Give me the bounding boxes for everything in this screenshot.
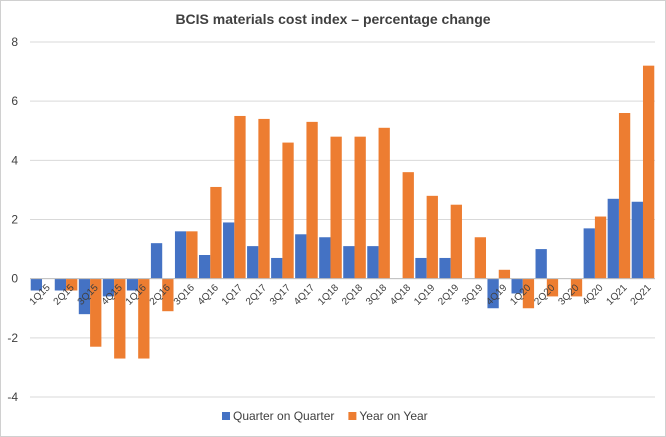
bar-quarter-on-quarter (343, 246, 355, 279)
bar-quarter-on-quarter (102, 278, 115, 297)
bar-year-on-year (114, 278, 126, 359)
y-tick-label: 2 (11, 213, 18, 227)
bar-quarter-on-quarter (30, 278, 43, 291)
bar-quarter-on-quarter (247, 246, 259, 279)
bar-quarter-on-quarter (271, 257, 283, 279)
x-tick-label: 3Q17 (268, 282, 293, 307)
bar-quarter-on-quarter (223, 222, 235, 279)
bar-quarter-on-quarter (367, 246, 379, 279)
bar-year-on-year (90, 278, 102, 347)
bar-year-on-year (138, 278, 150, 359)
x-tick-label: 1Q18 (316, 282, 341, 307)
x-tick-label: 4Q16 (196, 282, 221, 307)
bar-quarter-on-quarter (150, 243, 163, 279)
legend-label: Year on Year (359, 409, 427, 423)
y-tick-label: 8 (11, 35, 18, 49)
x-tick-label: 1Q19 (412, 282, 437, 307)
gridlines (30, 41, 655, 398)
bar-year-on-year (402, 172, 414, 279)
bar-year-on-year (426, 195, 438, 279)
bar-quarter-on-quarter (487, 278, 499, 309)
bar-year-on-year (306, 121, 318, 279)
bar-year-on-year (234, 115, 246, 279)
bar-year-on-year (354, 136, 366, 279)
x-tick-label: 4Q18 (388, 282, 413, 307)
x-tick-label: 1Q21 (605, 282, 630, 307)
y-tick-label: -2 (7, 331, 18, 345)
x-tick-label: 4Q17 (292, 282, 317, 307)
x-tick-label: 4Q20 (580, 282, 605, 307)
bar-year-on-year (570, 278, 583, 297)
bar-quarter-on-quarter (415, 257, 427, 279)
x-tick-label: 3Q19 (460, 282, 485, 307)
legend-swatch (222, 412, 230, 420)
x-tick-label: 1Q17 (220, 282, 245, 307)
legend: Quarter on Quarter Year on Year (222, 409, 428, 423)
bar-year-on-year (618, 113, 631, 279)
bar-quarter-on-quarter (535, 249, 547, 279)
bar-year-on-year (378, 127, 390, 279)
bar-year-on-year (282, 142, 294, 279)
bar-quarter-on-quarter (631, 201, 643, 279)
y-tick-label: 4 (11, 153, 18, 167)
bar-year-on-year (594, 216, 607, 279)
bar-year-on-year (474, 237, 487, 279)
bar-year-on-year (210, 186, 222, 279)
bar-quarter-on-quarter (295, 234, 307, 279)
bar-year-on-year (450, 204, 462, 279)
bar-year-on-year (330, 136, 342, 279)
bar-quarter-on-quarter (198, 255, 211, 279)
bar-year-on-year (642, 65, 655, 279)
x-tick-label: 2Q19 (436, 282, 461, 307)
bars (30, 65, 655, 359)
x-tick-label: 3Q18 (364, 282, 389, 307)
bar-year-on-year (546, 278, 559, 297)
bar-quarter-on-quarter (583, 228, 595, 279)
bar-quarter-on-quarter (54, 278, 67, 291)
bar-quarter-on-quarter (126, 278, 139, 291)
bar-quarter-on-quarter (607, 198, 619, 279)
bar-year-on-year (498, 269, 511, 279)
legend-label: Quarter on Quarter (233, 409, 334, 423)
bar-year-on-year (162, 278, 174, 312)
y-tick-label: 6 (11, 94, 18, 108)
x-tick-label: 3Q16 (172, 282, 197, 307)
bar-quarter-on-quarter (439, 257, 451, 279)
y-tick-label: -4 (7, 390, 18, 404)
x-tick-label: 2Q17 (244, 282, 269, 307)
bar-quarter-on-quarter (511, 278, 523, 294)
bar-year-on-year (186, 231, 198, 279)
x-tick-label: 2Q21 (629, 282, 654, 307)
bar-quarter-on-quarter (78, 278, 91, 315)
bar-year-on-year (522, 278, 535, 309)
bar-year-on-year (66, 278, 78, 291)
y-tick-label: 0 (11, 272, 18, 286)
bar-quarter-on-quarter (174, 231, 187, 279)
bar-year-on-year (258, 118, 270, 279)
chart-title: BCIS materials cost index – percentage c… (175, 11, 490, 27)
x-tick-label: 2Q18 (340, 282, 365, 307)
y-axis: -4 -2 0 2 4 6 8 (7, 35, 18, 404)
legend-swatch (348, 412, 357, 420)
bar-quarter-on-quarter (319, 237, 331, 279)
